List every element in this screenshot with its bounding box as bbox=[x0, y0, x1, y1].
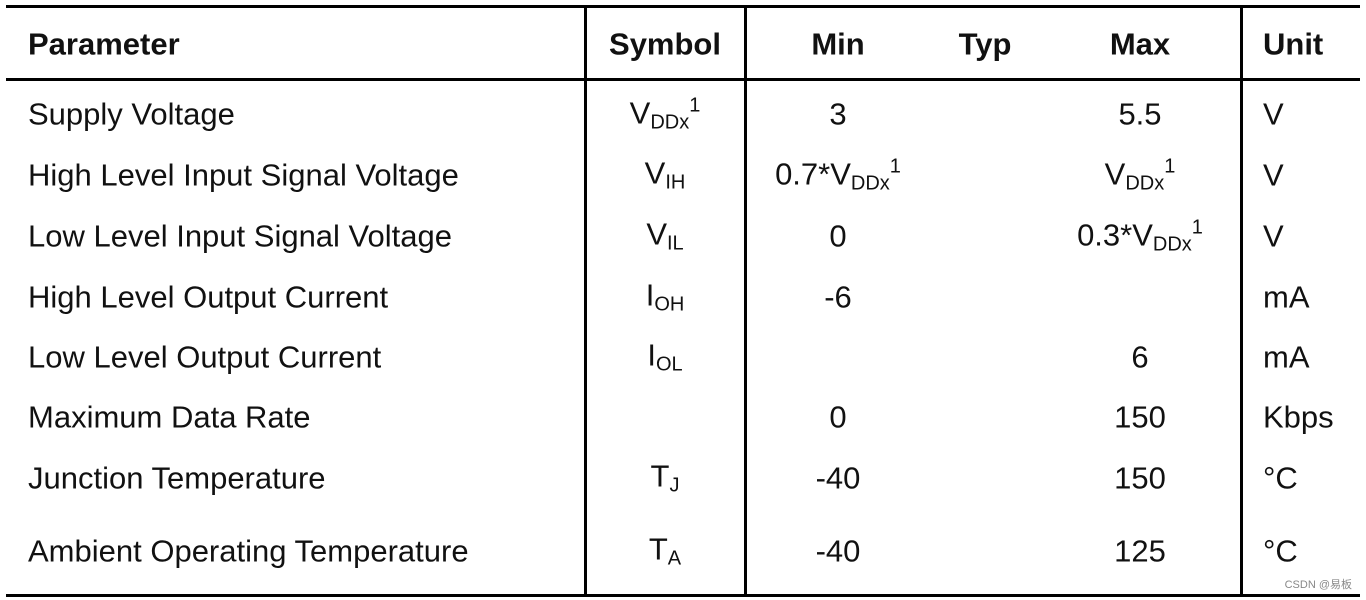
cell: 0.7*VDDx1 bbox=[775, 157, 901, 194]
cell: 0.3*VDDx1 bbox=[1077, 218, 1203, 255]
cell: °C bbox=[1263, 533, 1298, 569]
column-rule bbox=[744, 5, 747, 597]
cell: Maximum Data Rate bbox=[28, 399, 311, 435]
superscript: 1 bbox=[1164, 155, 1176, 178]
subscript: A bbox=[667, 547, 682, 570]
subscript: IH bbox=[665, 171, 686, 194]
cell: Kbps bbox=[1263, 399, 1334, 435]
cell: 0 bbox=[829, 218, 847, 254]
subscript: DDx bbox=[1152, 233, 1192, 256]
cell-text: I bbox=[645, 277, 655, 313]
watermark: CSDN @易板 bbox=[1284, 579, 1352, 591]
cell: 125 bbox=[1114, 533, 1166, 569]
cell: 0 bbox=[829, 399, 847, 435]
subscript: OH bbox=[654, 293, 685, 316]
cell-text: V bbox=[646, 216, 667, 252]
cell: High Level Output Current bbox=[28, 279, 389, 315]
cell-text: 0.7*V bbox=[775, 156, 851, 192]
cell: Low Level Output Current bbox=[28, 339, 382, 375]
rule bbox=[6, 78, 1360, 81]
cell: 150 bbox=[1114, 460, 1166, 496]
cell: Junction Temperature bbox=[28, 460, 326, 496]
subscript: J bbox=[669, 474, 680, 497]
cell: VIH bbox=[645, 158, 686, 193]
cell-text: V bbox=[629, 95, 651, 131]
subscript: OL bbox=[655, 353, 683, 376]
cell: V bbox=[1263, 96, 1284, 132]
subscript: DDx bbox=[850, 172, 890, 195]
cell: -40 bbox=[815, 460, 861, 496]
cell: Ambient Operating Temperature bbox=[28, 533, 469, 569]
subscript: DDx bbox=[1125, 172, 1165, 195]
header-cell: Typ bbox=[958, 26, 1012, 62]
cell: IOL bbox=[647, 340, 682, 375]
subscript: DDx bbox=[650, 111, 690, 134]
cell: 3 bbox=[829, 96, 847, 132]
cell: IOH bbox=[646, 280, 685, 315]
superscript: 1 bbox=[1191, 216, 1203, 239]
superscript: 1 bbox=[889, 155, 901, 178]
cell: 150 bbox=[1114, 399, 1166, 435]
subscript: IL bbox=[667, 232, 684, 255]
superscript: 1 bbox=[689, 94, 701, 117]
cell-text: V bbox=[644, 155, 666, 191]
cell: -40 bbox=[815, 533, 861, 569]
header-cell: Max bbox=[1109, 26, 1171, 62]
cell: 5.5 bbox=[1118, 96, 1162, 132]
cell: VIL bbox=[646, 219, 683, 254]
header-cell: Symbol bbox=[609, 26, 721, 62]
cell: TA bbox=[649, 534, 681, 569]
cell: TJ bbox=[651, 461, 680, 496]
cell-text: V bbox=[1104, 156, 1126, 192]
cell-text: 0.3*V bbox=[1077, 217, 1153, 253]
rule bbox=[6, 594, 1360, 597]
column-rule bbox=[584, 5, 587, 597]
column-rule bbox=[1240, 5, 1243, 597]
cell: V bbox=[1263, 157, 1284, 193]
cell: High Level Input Signal Voltage bbox=[28, 157, 459, 193]
cell: -6 bbox=[824, 279, 852, 315]
cell: °C bbox=[1263, 460, 1298, 496]
cell: VDDx1 bbox=[1105, 157, 1176, 194]
header-cell: Min bbox=[811, 26, 865, 62]
cell-text: T bbox=[648, 531, 668, 567]
cell: 6 bbox=[1131, 339, 1149, 375]
cell: Low Level Input Signal Voltage bbox=[28, 218, 452, 254]
cell: VDDx1 bbox=[630, 96, 701, 133]
cell-text: T bbox=[650, 458, 670, 494]
header-cell: Unit bbox=[1263, 26, 1324, 62]
cell-text: I bbox=[647, 337, 656, 373]
cell: mA bbox=[1263, 339, 1310, 375]
rule bbox=[6, 5, 1360, 8]
cell: V bbox=[1263, 218, 1284, 254]
cell: mA bbox=[1263, 279, 1310, 315]
header-cell: Parameter bbox=[28, 26, 180, 62]
cell: Supply Voltage bbox=[28, 96, 235, 132]
